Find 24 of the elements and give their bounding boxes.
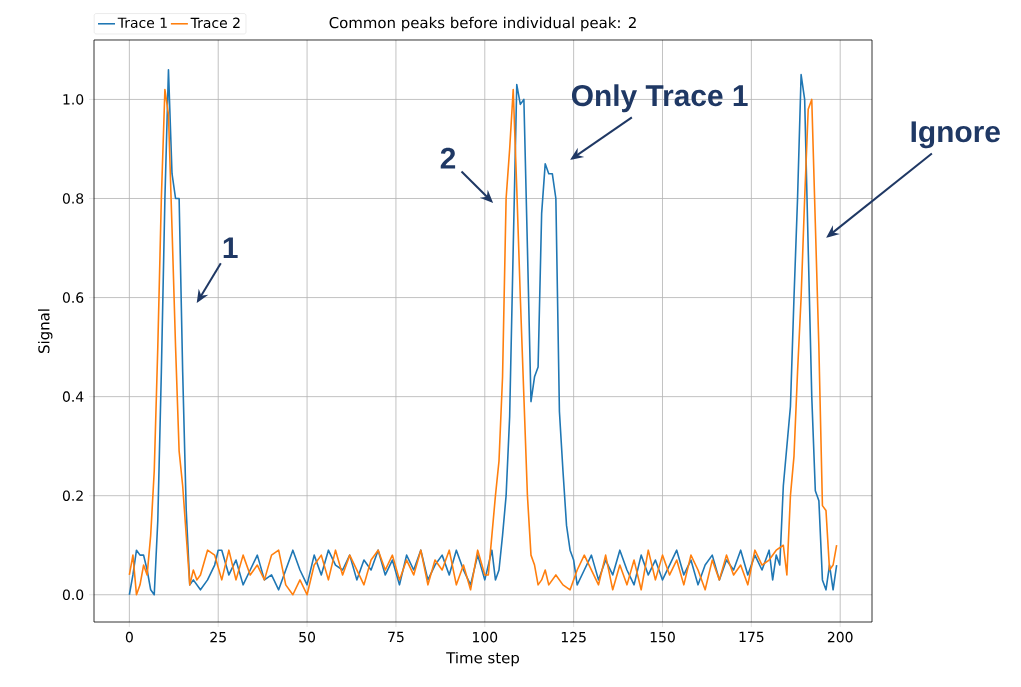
x-tick-label: 0 bbox=[125, 631, 133, 643]
x-axis-title: Time step bbox=[446, 651, 520, 667]
x-tick-label: 50 bbox=[299, 631, 316, 643]
x-tick-label: 200 bbox=[827, 631, 853, 643]
y-axis-title: Signal bbox=[38, 309, 53, 353]
annotation: Only Trace 1 bbox=[571, 84, 748, 113]
x-tick-label: 100 bbox=[473, 631, 498, 643]
x-tick-label: 125 bbox=[561, 631, 586, 643]
x-tick-label: 25 bbox=[210, 631, 226, 643]
x-tick-label: 175 bbox=[739, 631, 764, 643]
y-tick-label: 0.0 bbox=[62, 589, 84, 601]
chart-title: Common peaks before individual peak: 2 bbox=[329, 16, 636, 32]
y-tick-label: 0.8 bbox=[62, 193, 84, 204]
text: Ignore bbox=[911, 121, 1000, 149]
annotation: 2 bbox=[440, 147, 456, 169]
legend-label: Trace 2 bbox=[190, 17, 240, 29]
y-tick-label: 1.0 bbox=[63, 94, 84, 105]
annotation: 1 bbox=[223, 237, 238, 259]
x-tick-label: 75 bbox=[388, 631, 404, 643]
legend-label: Trace 1 bbox=[117, 17, 167, 29]
x-tick-label: 150 bbox=[650, 631, 675, 643]
y-tick-label: 0.4 bbox=[62, 391, 84, 402]
y-tick-label: 0.6 bbox=[62, 292, 84, 303]
y-tick-label: 0.2 bbox=[62, 490, 83, 501]
